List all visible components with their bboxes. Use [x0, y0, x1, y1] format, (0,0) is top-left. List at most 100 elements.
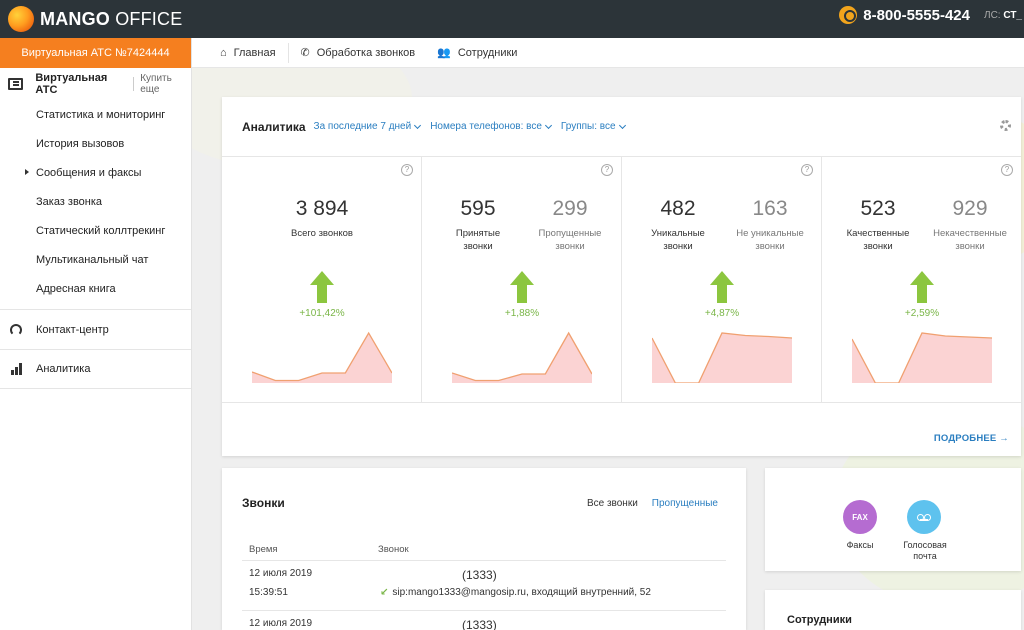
voicemail-label: Голосовая почта	[903, 540, 947, 561]
home-icon: ⌂	[220, 46, 227, 59]
divider	[133, 77, 135, 91]
stat-label: Качественные звонки	[846, 228, 910, 252]
sparkline-line	[252, 331, 392, 382]
sidebar-item-label: Статический коллтрекинг	[36, 224, 166, 237]
chevron-down-icon	[544, 121, 552, 129]
mango-logo-icon	[8, 6, 34, 32]
sidebar: Виртуальная АТС №7424444 Виртуальная АТС…	[0, 38, 192, 630]
top-bar: MANGO OFFICE 8-800-5555-424 ЛС: СТ_	[0, 0, 1024, 38]
stat-panel-total: ? 3 894 Всего звонков +101,42%	[222, 157, 422, 402]
divider	[287, 42, 289, 63]
sidebar-item-messages[interactable]: Сообщения и факсы	[0, 158, 191, 187]
users-icon: 👥	[437, 47, 451, 59]
sidebar-item-label: Контакт-центр	[36, 323, 109, 336]
analytics-footer: ПОДРОБНЕЕ →	[222, 402, 1021, 456]
gear-icon[interactable]	[1000, 120, 1011, 131]
call-time: 15:39:51	[249, 587, 288, 598]
call-details: sip:mango1333@mangosip.ru, входящий внут…	[392, 587, 651, 598]
help-icon[interactable]: ?	[601, 164, 613, 176]
sparkline	[652, 332, 792, 383]
sidebar-item-call-history[interactable]: История вызовов	[0, 129, 191, 158]
arrow-up-icon	[310, 271, 334, 303]
ats-selector[interactable]: Виртуальная АТС №7424444	[0, 38, 191, 68]
employees-card: Сотрудники	[765, 590, 1021, 630]
call-date: 12 июля 2019	[249, 618, 313, 629]
help-icon[interactable]: ?	[1001, 164, 1013, 176]
stat-label: Уникальные звонки	[651, 228, 705, 252]
sparkline	[452, 331, 592, 383]
sidebar-item-label: Статистика и мониторинг	[36, 108, 166, 121]
stat-panel-quality: ? 523 Качественные звонки 929 Некачестве…	[822, 157, 1021, 402]
sparkline-area	[852, 333, 992, 383]
calls-card: Звонки Все звонки Пропущенные Время Звон…	[222, 468, 746, 630]
calls-title: Звонки	[242, 496, 285, 510]
tab-all-calls[interactable]: Все звонки	[586, 498, 638, 509]
account-info[interactable]: ЛС: СТ_	[984, 10, 1022, 21]
arrow-up-icon	[910, 271, 934, 303]
nav-employees[interactable]: 👥 Сотрудники	[437, 46, 518, 60]
sparkline	[852, 332, 992, 383]
nav-label: Главная	[233, 46, 276, 59]
sidebar-section-vats: Виртуальная АТС Купить еще	[0, 68, 191, 100]
sidebar-item-calltracking[interactable]: Статический коллтрекинг	[0, 216, 191, 245]
stat-change: +4,87%	[704, 308, 740, 319]
account-label: ЛС:	[984, 10, 1001, 21]
employees-title: Сотрудники	[787, 614, 852, 626]
filter-period[interactable]: За последние 7 дней	[314, 121, 422, 132]
sidebar-item-label: История вызовов	[36, 137, 125, 150]
stat-panel-unique: ? 482 Уникальные звонки 163 Не уникальны…	[622, 157, 822, 402]
sidebar-item-statistics[interactable]: Статистика и мониторинг	[0, 100, 191, 129]
tab-missed-calls[interactable]: Пропущенные	[651, 498, 718, 509]
help-icon[interactable]: ?	[801, 164, 813, 176]
stat-value: 3 894	[295, 197, 349, 220]
sparkline-line	[652, 332, 792, 383]
nav-label: Сотрудники	[457, 46, 518, 59]
sidebar-item-contact-center[interactable]: Контакт-центр	[0, 309, 191, 349]
headset-icon	[839, 6, 858, 24]
sidebar-item-address-book[interactable]: Адресная книга	[0, 274, 191, 303]
voicemail-icon	[917, 513, 931, 521]
analytics-panels: ? 3 894 Всего звонков +101,42% ? 595 При…	[222, 157, 1021, 402]
stat-value: 482	[660, 197, 696, 220]
filter-numbers[interactable]: Номера телефонов: все	[430, 121, 552, 132]
sidebar-item-label: Сообщения и факсы	[36, 166, 142, 179]
stat-value-secondary: 299	[552, 197, 588, 220]
stat-label-secondary: Пропущенные звонки	[538, 228, 602, 252]
stat-value: 523	[860, 197, 896, 220]
stat-change: +2,59%	[904, 308, 940, 319]
analytics-title: Аналитика	[242, 119, 306, 134]
stat-label: Принятые звонки	[455, 228, 501, 252]
voicemail-button[interactable]	[907, 500, 941, 534]
logo[interactable]: MANGO OFFICE	[8, 4, 182, 34]
fax-button[interactable]: FAX	[843, 500, 877, 534]
sidebar-item-label: Заказ звонка	[36, 195, 103, 208]
phone-number: 8-800-5555-424	[863, 6, 970, 24]
arrow-up-icon	[510, 271, 534, 303]
help-icon[interactable]: ?	[401, 164, 413, 176]
expand-triangle-icon[interactable]	[25, 169, 29, 175]
phone-icon: ✆	[300, 47, 310, 59]
nav-home[interactable]: ⌂ Главная	[220, 47, 276, 59]
more-link[interactable]: ПОДРОБНЕЕ →	[933, 433, 1009, 444]
bar-chart-icon	[10, 363, 22, 375]
sidebar-item-callback[interactable]: Заказ звонка	[0, 187, 191, 216]
sidebar-item-analytics[interactable]: Аналитика	[0, 349, 191, 389]
buy-more-link[interactable]: Купить еще	[140, 73, 172, 95]
logo-text-light: OFFICE	[110, 8, 183, 29]
arrow-right-icon: →	[999, 433, 1009, 444]
top-navigation: ⌂ Главная ✆ Обработка звонков 👥 Сотрудники	[192, 38, 1024, 68]
stat-label: Всего звонков	[291, 228, 353, 239]
arrow-up-icon	[710, 271, 734, 303]
calls-tabs: Все звонки Пропущенные	[587, 498, 718, 509]
section-title[interactable]: Виртуальная АТС	[35, 72, 108, 96]
sidebar-item-chat[interactable]: Мультиканальный чат	[0, 245, 191, 274]
fax-icon: FAX	[852, 512, 868, 522]
analytics-card: Аналитика За последние 7 дней Номера тел…	[222, 97, 1021, 456]
logo-text-bold: MANGO	[40, 8, 110, 29]
analytics-header: Аналитика За последние 7 дней Номера тел…	[222, 97, 1021, 157]
incoming-call-icon: ↙	[380, 587, 389, 598]
call-number: (1333)	[462, 618, 497, 630]
account-value: СТ_	[1003, 10, 1022, 21]
nav-call-processing[interactable]: ✆ Обработка звонков	[300, 46, 416, 60]
filter-groups[interactable]: Группы: все	[561, 121, 626, 132]
